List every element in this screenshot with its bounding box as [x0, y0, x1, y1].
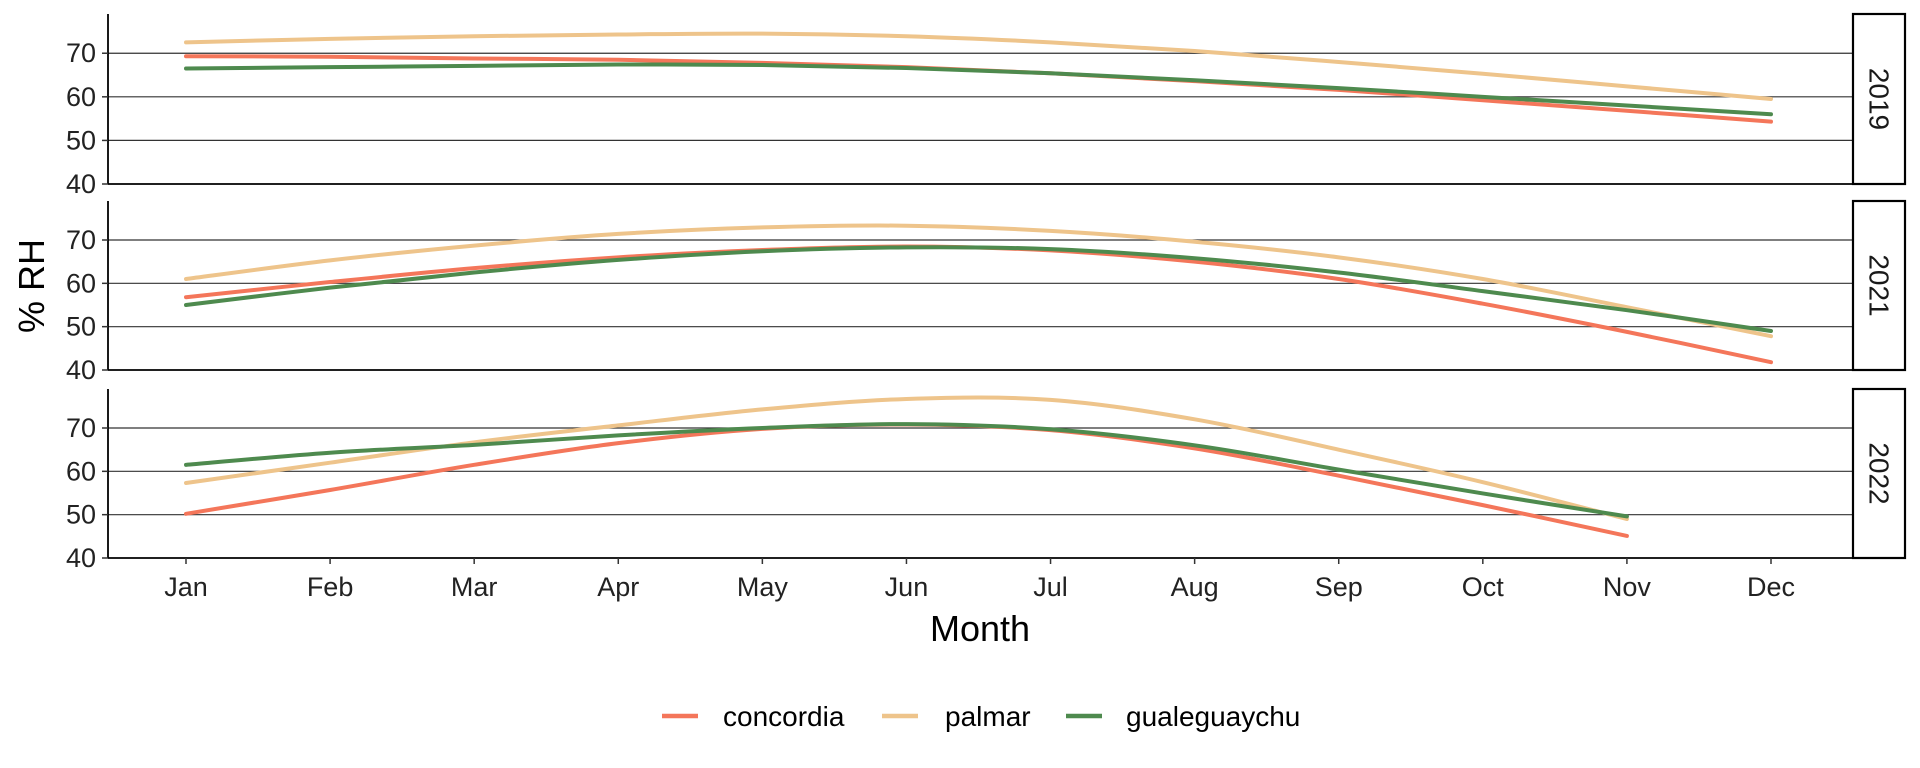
x-tick-label-Jul: Jul [1033, 572, 1068, 602]
y-tick-label-2022-60: 60 [66, 456, 96, 486]
x-tick-label-Apr: Apr [597, 572, 639, 602]
x-tick-label-Feb: Feb [307, 572, 354, 602]
x-tick-label-Sep: Sep [1315, 572, 1363, 602]
facet-label-2021: 2021 [1864, 254, 1895, 316]
series-line-palmar-2022 [184, 395, 1629, 521]
y-tick-label-2019-60: 60 [66, 82, 96, 112]
facet-label-2022: 2022 [1864, 442, 1895, 504]
legend-label-concordia: concordia [723, 701, 845, 732]
x-tick-label-Oct: Oct [1462, 572, 1505, 602]
series-line-gualeguaychu-2022 [184, 422, 1629, 519]
y-axis-title: % RH [11, 239, 52, 333]
series-line-gualeguaychu-2019 [184, 62, 1773, 117]
x-tick-label-Dec: Dec [1747, 572, 1795, 602]
y-tick-label-2021-40: 40 [66, 355, 96, 385]
x-tick-label-Nov: Nov [1603, 572, 1652, 602]
x-tick-label-Jun: Jun [885, 572, 929, 602]
x-tick-label-Mar: Mar [451, 572, 498, 602]
facet-label-2019: 2019 [1864, 68, 1895, 130]
y-tick-label-2021-60: 60 [66, 268, 96, 298]
y-tick-label-2022-40: 40 [66, 543, 96, 573]
y-tick-label-2021-70: 70 [66, 225, 96, 255]
legend-label-gualeguaychu: gualeguaychu [1126, 701, 1300, 732]
y-tick-label-2019-50: 50 [66, 125, 96, 155]
x-tick-label-May: May [737, 572, 789, 602]
facet-strip-2021 [1851, 199, 1907, 372]
x-axis-title: Month [930, 608, 1030, 649]
y-tick-label-2019-40: 40 [66, 169, 96, 199]
x-tick-label-Jan: Jan [164, 572, 208, 602]
y-tick-label-2021-50: 50 [66, 312, 96, 342]
series-line-palmar-2019 [184, 31, 1773, 101]
series-line-palmar-2021 [184, 223, 1773, 339]
x-tick-label-Aug: Aug [1171, 572, 1219, 602]
series-line-concordia-2021 [184, 244, 1773, 365]
y-tick-label-2019-70: 70 [66, 38, 96, 68]
series-line-gualeguaychu-2021 [184, 245, 1773, 333]
legend-label-palmar: palmar [945, 701, 1031, 732]
y-tick-label-2022-50: 50 [66, 500, 96, 530]
facet-strip-2019 [1851, 12, 1907, 186]
facet-strip-2022 [1851, 387, 1907, 560]
y-tick-label-2022-70: 70 [66, 413, 96, 443]
